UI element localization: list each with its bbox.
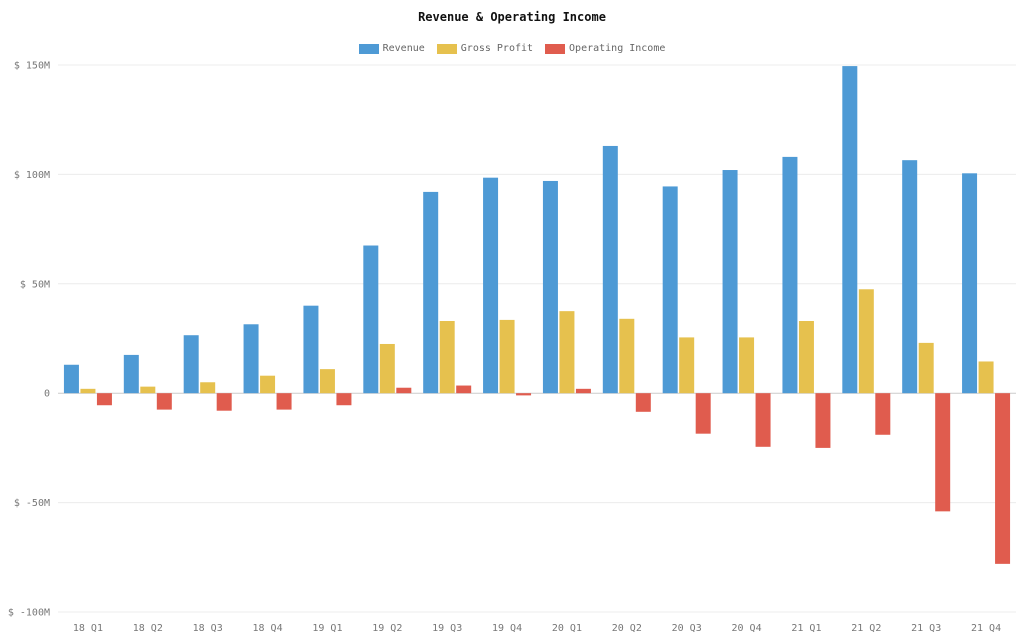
x-tick-label: 18 Q2: [133, 623, 163, 634]
chart-legend: Revenue Gross Profit Operating Income: [0, 43, 1024, 54]
bar-revenue[interactable]: [63, 364, 79, 394]
x-tick-label: 18 Q4: [253, 623, 283, 634]
x-tick-label: 19 Q1: [312, 623, 342, 634]
x-tick-label: 21 Q2: [851, 623, 881, 634]
x-tick-label: 20 Q2: [612, 623, 642, 634]
x-axis: 18 Q1 18 Q2 18 Q3 18 Q4 19 Q1 19 Q2 19 Q3 19 Q4…: [73, 623, 1001, 634]
bar-revenue[interactable]: [902, 160, 918, 394]
bar-gross-profit[interactable]: [858, 289, 874, 394]
bar-revenue[interactable]: [782, 156, 798, 394]
x-tick-label: 18 Q3: [193, 623, 223, 634]
bar-operating-income[interactable]: [815, 393, 831, 448]
y-tick-label: $ 100M: [14, 170, 50, 181]
bar-gross-profit[interactable]: [260, 375, 276, 394]
bar-gross-profit[interactable]: [80, 388, 96, 394]
bar-gross-profit[interactable]: [619, 318, 635, 394]
x-tick-label: 21 Q4: [971, 623, 1001, 634]
legend-swatch-operating-income: [545, 43, 566, 54]
bar-gross-profit[interactable]: [200, 382, 216, 394]
bar-operating-income[interactable]: [755, 393, 771, 447]
x-tick-label: 19 Q2: [372, 623, 402, 634]
x-tick-label: 20 Q1: [552, 623, 582, 634]
x-tick-label: 21 Q1: [791, 623, 821, 634]
bar-gross-profit[interactable]: [679, 337, 695, 394]
bar-operating-income[interactable]: [575, 388, 591, 394]
bar-revenue[interactable]: [363, 245, 379, 394]
bar-operating-income[interactable]: [695, 393, 711, 434]
bar-operating-income[interactable]: [456, 385, 472, 394]
chart-bars: [63, 66, 1011, 564]
bar-revenue[interactable]: [303, 305, 319, 394]
y-tick-label: $ -50M: [14, 498, 50, 509]
legend-item-revenue[interactable]: Revenue: [358, 43, 425, 54]
bar-gross-profit[interactable]: [379, 343, 395, 394]
bar-revenue[interactable]: [962, 173, 978, 394]
y-tick-label: 0: [44, 389, 50, 400]
x-tick-label: 19 Q4: [492, 623, 522, 634]
bar-operating-income[interactable]: [216, 393, 232, 411]
bar-revenue[interactable]: [722, 170, 738, 394]
x-tick-label: 19 Q3: [432, 623, 462, 634]
bar-gross-profit[interactable]: [439, 320, 455, 394]
x-tick-label: 18 Q1: [73, 623, 103, 634]
bar-operating-income[interactable]: [995, 393, 1011, 564]
bar-operating-income[interactable]: [516, 393, 532, 396]
legend-swatch-gross-profit: [436, 43, 457, 54]
bar-operating-income[interactable]: [276, 393, 292, 410]
legend-item-gross-profit[interactable]: Gross Profit: [436, 43, 534, 54]
bar-revenue[interactable]: [243, 324, 259, 394]
legend-swatch-revenue: [358, 43, 379, 54]
bar-gross-profit[interactable]: [140, 386, 156, 394]
bar-operating-income[interactable]: [336, 393, 352, 406]
bar-operating-income[interactable]: [96, 393, 112, 406]
bar-operating-income[interactable]: [935, 393, 951, 512]
bar-gross-profit[interactable]: [319, 369, 335, 394]
bar-revenue[interactable]: [123, 354, 139, 394]
x-tick-label: 20 Q3: [672, 623, 702, 634]
bar-revenue[interactable]: [662, 186, 678, 394]
bar-gross-profit[interactable]: [918, 342, 934, 394]
bar-operating-income[interactable]: [875, 393, 891, 435]
legend-label-operating-income: Operating Income: [569, 43, 666, 54]
bar-gross-profit[interactable]: [978, 361, 994, 394]
bar-gross-profit[interactable]: [559, 311, 575, 394]
bar-revenue[interactable]: [423, 191, 439, 394]
bar-gross-profit[interactable]: [798, 320, 814, 394]
bar-operating-income[interactable]: [396, 387, 412, 394]
bar-revenue[interactable]: [183, 335, 199, 394]
bar-operating-income[interactable]: [156, 393, 172, 410]
legend-label-gross-profit: Gross Profit: [460, 43, 534, 54]
legend-label-revenue: Revenue: [382, 43, 425, 54]
y-tick-label: $ -100M: [8, 608, 50, 619]
y-axis: $ 150M $ 100M $ 50M 0 $ -50M $ -100M: [8, 61, 50, 619]
bar-gross-profit[interactable]: [739, 337, 755, 394]
x-tick-label: 20 Q4: [732, 623, 762, 634]
bar-revenue[interactable]: [542, 180, 558, 394]
chart-title: Revenue & Operating Income: [418, 10, 606, 24]
bar-gross-profit[interactable]: [499, 319, 515, 394]
legend-item-operating-income[interactable]: Operating Income: [545, 43, 665, 54]
x-tick-label: 21 Q3: [911, 623, 941, 634]
bar-revenue[interactable]: [602, 145, 618, 394]
bar-operating-income[interactable]: [635, 393, 651, 412]
y-tick-label: $ 50M: [20, 279, 50, 290]
bar-revenue[interactable]: [842, 66, 858, 394]
bar-revenue[interactable]: [483, 177, 499, 394]
y-tick-label: $ 150M: [14, 61, 50, 72]
